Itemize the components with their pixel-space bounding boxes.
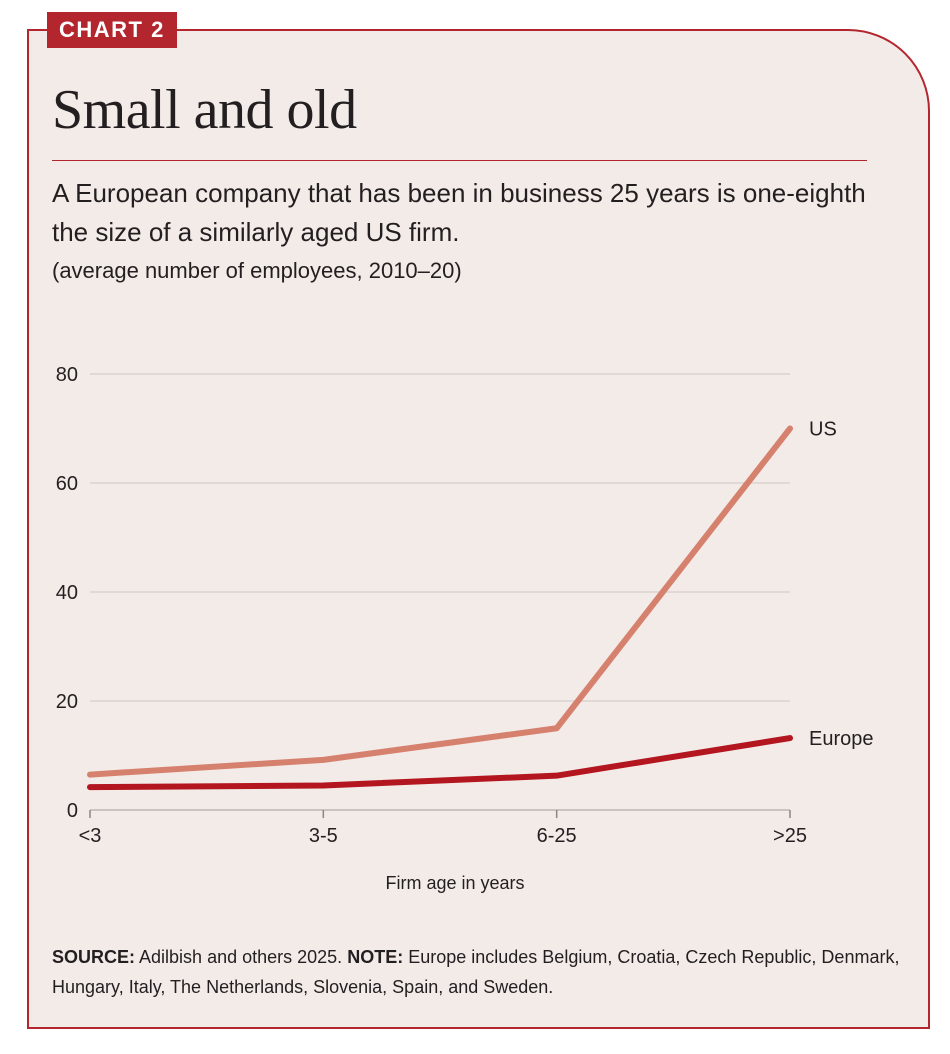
chart-card [27,29,930,1029]
x-tick-label: 6-25 [537,825,577,847]
y-tick-label: 40 [56,582,78,604]
series-label-us: US [809,419,837,441]
chart-number-tag: CHART 2 [47,12,177,48]
source-note: SOURCE: Adilbish and others 2025. NOTE: … [52,942,912,1002]
note-label: NOTE: [347,947,404,967]
note-text: Europe includes Belgium, Croatia, Czech … [52,947,900,997]
series-line-europe [87,735,793,791]
source-text: Adilbish and others 2025. [139,947,343,967]
y-tick-label: 0 [67,800,78,822]
x-tick-label: 3-5 [309,825,338,847]
x-tick-label: <3 [79,825,102,847]
x-tick-label: >25 [773,825,807,847]
series-labels: US Europe [809,419,874,751]
y-tick-label: 20 [56,691,78,713]
x-axis-title: Firm age in years [385,873,524,893]
source-label: SOURCE: [52,947,136,967]
chart-subtitle: A European company that has been in busi… [52,178,866,247]
x-axis-ticks: <3 3-5 6-25 >25 [79,810,807,847]
series-lines [87,425,793,791]
series-line-us [87,425,793,778]
gridlines [90,373,790,811]
series-label-europe: Europe [809,728,874,750]
y-axis-ticks: 0 20 40 60 80 [56,364,78,822]
chart-title: Small and old [52,79,357,141]
units-note: (average number of employees, 2010–20) [52,258,462,283]
y-tick-label: 80 [56,364,78,386]
y-tick-label: 60 [56,473,78,495]
title-divider [52,160,867,161]
